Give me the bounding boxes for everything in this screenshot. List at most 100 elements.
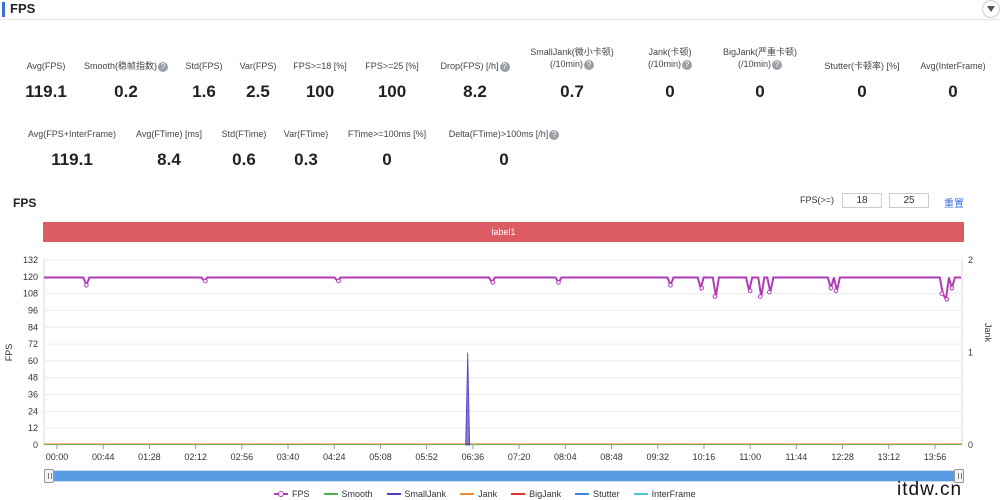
- metric-value: 100: [305, 82, 335, 101]
- x-tick-label: 02:12: [184, 452, 207, 462]
- metric-label: Var(FTime): [283, 129, 329, 139]
- x-axis-ticks: 00:00 00:44 01:28 02:12 02:56 03:40 04:24 05:08…: [46, 445, 946, 462]
- chart-series: [44, 276, 962, 446]
- help-icon[interactable]: ?: [584, 59, 594, 70]
- y2-axis-ticks: 0 1 2: [968, 255, 973, 450]
- help-icon[interactable]: ?: [549, 129, 560, 140]
- legend-label: SmallJank: [404, 489, 447, 499]
- metric-value: 0: [665, 82, 675, 101]
- help-icon[interactable]: ?: [499, 61, 510, 72]
- time-range-slider[interactable]: [44, 469, 964, 483]
- chart-grid: [43, 259, 963, 446]
- x-tick-label: 04:24: [323, 452, 346, 462]
- metric-value: 0.6: [232, 150, 256, 169]
- metric-std-ftime: Std(FTime) 0.6: [216, 126, 272, 170]
- x-tick-label: 11:44: [785, 452, 807, 462]
- help-icon[interactable]: ?: [158, 61, 168, 72]
- metric-value: 8.4: [157, 150, 181, 169]
- metric-smooth: Smooth(稳帧指数)? 0.2: [80, 58, 172, 102]
- fps-point: [949, 285, 955, 291]
- metric-label: Stutter(卡顿率) [%]: [824, 61, 900, 71]
- metric-label: SmallJank(微小卡顿): [530, 47, 614, 57]
- metric-label: FTime>=100ms [%]: [347, 129, 427, 139]
- y-axis-title: FPS: [4, 344, 14, 362]
- y2-axis-title: Jank: [983, 323, 993, 343]
- fps-point: [490, 280, 496, 285]
- metric-delta-ftime: Delta(FTime)>100ms [/h]? 0: [440, 126, 568, 170]
- legend-swatch: [575, 493, 590, 495]
- x-tick-label: 05:52: [415, 452, 438, 462]
- panel-title: FPS: [10, 1, 36, 16]
- metric-value: 0: [755, 82, 765, 101]
- metric-value: 0.2: [114, 82, 138, 101]
- collapse-button[interactable]: [982, 0, 1000, 18]
- legend-item-fps[interactable]: FPS: [274, 488, 310, 500]
- metric-value: 119.1: [25, 82, 67, 101]
- fps-threshold-input-1[interactable]: [842, 193, 882, 208]
- fps-point: [556, 280, 561, 285]
- metric-label: Var(FPS): [239, 61, 277, 71]
- x-tick-label: 00:00: [46, 452, 69, 462]
- legend-item-jank[interactable]: Jank: [460, 488, 497, 500]
- y-tick-label: 60: [28, 356, 38, 366]
- y-tick-label: 36: [28, 390, 38, 400]
- metric-value: 0: [499, 150, 509, 169]
- fps-point: [84, 282, 89, 288]
- metric-label-unit: (/10min): [647, 59, 681, 69]
- slider-start-handle[interactable]: [44, 469, 54, 483]
- fps-threshold-label: FPS(>=): [800, 195, 835, 205]
- y2-tick-label: 1: [968, 348, 973, 358]
- metric-label: Std(FTime): [221, 129, 267, 139]
- metric-value: 8.2: [463, 82, 487, 101]
- legend-label: FPS: [292, 489, 310, 499]
- help-icon[interactable]: ?: [682, 59, 692, 70]
- series-fps-line: [44, 276, 961, 303]
- metric-value: 0.7: [560, 82, 584, 101]
- legend-item-smooth[interactable]: Smooth: [323, 488, 373, 500]
- x-tick-label: 00:44: [92, 452, 115, 462]
- x-tick-label: 13:12: [878, 452, 901, 462]
- y-tick-label: 120: [23, 272, 38, 282]
- fps-threshold-input-2[interactable]: [889, 193, 929, 208]
- panel-header: FPS: [0, 0, 1000, 20]
- chevron-down-icon: [987, 6, 995, 12]
- metric-fps-ge-25: FPS>=25 [%] 100: [360, 58, 424, 102]
- x-tick-label: 08:04: [554, 452, 577, 462]
- legend-item-stutter[interactable]: Stutter: [575, 488, 620, 500]
- x-tick-label: 01:28: [138, 452, 161, 462]
- metric-var-ftime: Var(FTime) 0.3: [278, 126, 334, 170]
- y-tick-label: 0: [33, 440, 38, 450]
- metric-label: BigJank(严重卡顿): [722, 47, 797, 57]
- metric-label: Avg(InterFrame): [920, 61, 986, 71]
- y-tick-label: 96: [28, 305, 38, 315]
- x-tick-label: 10:16: [693, 452, 716, 462]
- legend-item-bigjank[interactable]: BigJank: [511, 488, 561, 500]
- metric-value: 0: [382, 150, 392, 169]
- reset-link[interactable]: 重置: [944, 199, 964, 210]
- metric-stutter: Stutter(卡顿率) [%] 0: [814, 58, 910, 102]
- metric-avg-interframe: Avg(InterFrame) 0: [914, 58, 992, 102]
- x-tick-label: 07:20: [508, 452, 531, 462]
- metric-label: Std(FPS): [185, 61, 223, 71]
- fps-point: [668, 282, 673, 288]
- metric-ftime-ge-100: FTime>=100ms [%] 0: [342, 126, 432, 170]
- legend-label: Jank: [478, 489, 498, 499]
- metric-label-unit: (/10min): [737, 59, 771, 69]
- legend-swatch: [274, 491, 288, 497]
- legend-item-interframe[interactable]: InterFrame: [633, 488, 696, 500]
- metric-fps-ge-18: FPS>=18 [%] 100: [288, 58, 352, 102]
- help-icon[interactable]: ?: [772, 59, 782, 70]
- slider-end-handle[interactable]: [954, 469, 964, 483]
- chart-legend: FPS Smooth SmallJank Jank BigJank Stutter Inte…: [274, 488, 696, 500]
- legend-item-smalljank[interactable]: SmallJank: [386, 488, 447, 500]
- metric-jank: Jank(卡顿) (/10min)? 0: [630, 46, 710, 102]
- header-accent-bar: [2, 2, 5, 17]
- y-tick-label: 108: [23, 289, 38, 299]
- x-tick-label: 08:48: [600, 452, 623, 462]
- x-tick-label: 09:32: [646, 452, 669, 462]
- y-tick-label: 132: [23, 255, 38, 265]
- label-bar[interactable]: label1: [43, 222, 964, 242]
- metric-label: Delta(FTime)>100ms [/h]: [448, 129, 549, 139]
- legend-label: Stutter: [593, 489, 620, 499]
